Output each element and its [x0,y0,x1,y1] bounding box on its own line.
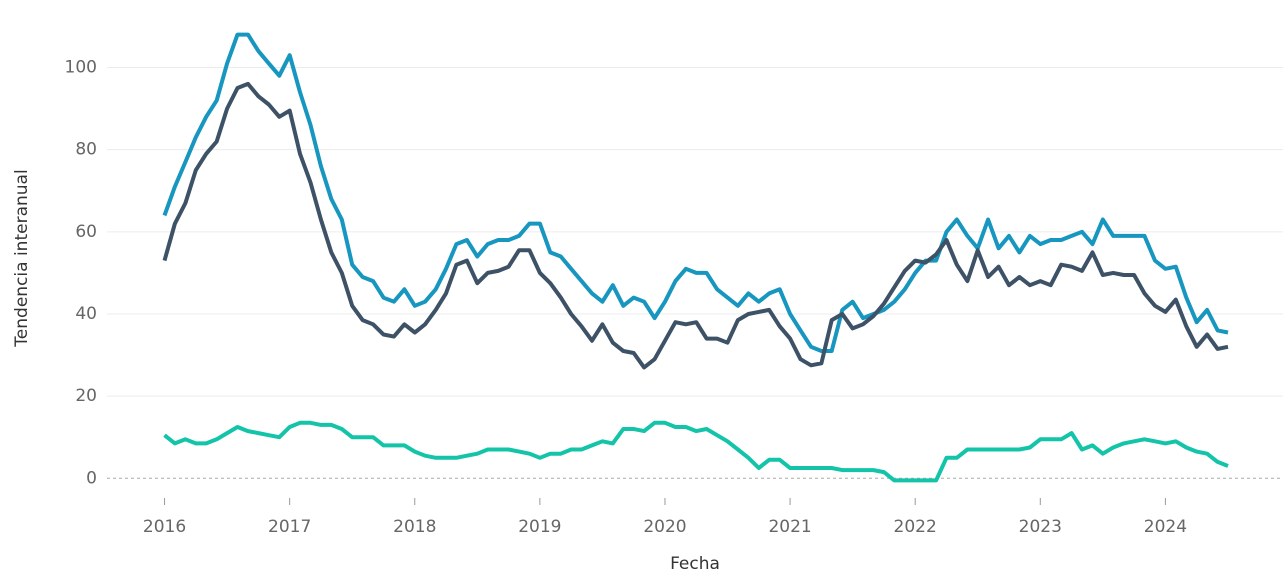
x-tick-label: 2024 [1144,517,1187,537]
x-tick-label: 2022 [894,517,937,537]
y-tick-label: 60 [75,222,97,242]
x-tick-label: 2019 [518,517,561,537]
y-tick-label: 40 [75,304,97,324]
y-tick-label: 80 [75,140,97,160]
y-tick-label: 100 [65,58,97,78]
x-tick-label: 2018 [393,517,436,537]
x-tick-label: 2020 [643,517,686,537]
y-axis-label: Tendencia interanual [12,169,32,347]
x-tick-label: 2017 [268,517,311,537]
x-axis-label: Fecha [670,554,720,574]
line-series [162,32,1229,353]
x-tick-label: 2021 [768,517,811,537]
x-tick-label: 2023 [1019,517,1062,537]
y-tick-label: 0 [86,468,97,488]
line-series [163,420,1229,483]
y-tick-label: 20 [75,386,97,406]
x-tick-label: 2016 [143,517,186,537]
line-series [162,81,1229,370]
